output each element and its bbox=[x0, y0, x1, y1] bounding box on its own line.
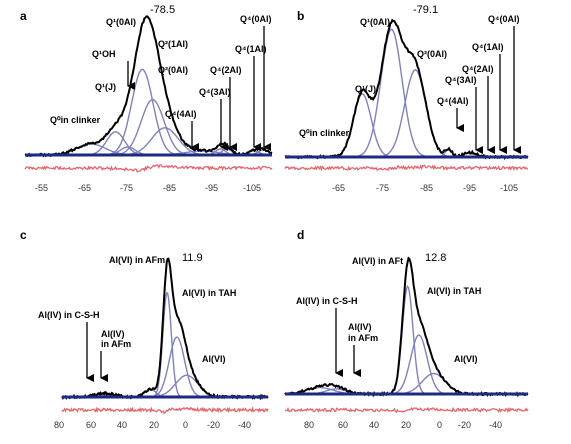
panel-b-ann-q4-0al: Q⁴(0Al) bbox=[488, 14, 519, 24]
panel-a-ann-q1oh: Q¹OH bbox=[92, 49, 116, 59]
panel-d-ann-alvi: Al(VI) bbox=[454, 354, 478, 364]
panel-c-peak-value: 11.9 bbox=[182, 252, 203, 264]
panel-b-ann-q0: Q⁰in clinker bbox=[299, 128, 350, 138]
panel-c-tick-5: 0 bbox=[183, 420, 188, 430]
panel-d-tick-6: -20 bbox=[458, 420, 471, 430]
panel-a-label: a bbox=[20, 9, 27, 23]
panel-a-sum-spectrum bbox=[24, 15, 273, 158]
panel-c: c 80 60 40 20 0 -20 -40 11.9 Al(VI) in A… bbox=[20, 228, 269, 430]
panel-a-ann-q1-0al: Q¹(0Al) bbox=[106, 17, 136, 27]
panel-b-peak-value: -79.1 bbox=[413, 4, 438, 16]
panel-d-ann-aliv-afm-2: in AFm bbox=[348, 333, 378, 343]
panel-c-ann-aliv-csh: Al(IV) in C-S-H bbox=[38, 310, 100, 320]
panel-b-label: b bbox=[297, 9, 304, 23]
panel-d-tick-7: -40 bbox=[489, 420, 502, 430]
panel-b-ann-q1j: Q¹(J) bbox=[355, 84, 376, 94]
panel-b-tick-2: -75 bbox=[376, 183, 389, 193]
panel-a-ann-q0: Q⁰in clinker bbox=[50, 115, 101, 125]
panel-d-ann-tah: Al(VI) in TAH bbox=[427, 286, 481, 296]
panel-a-ann-q4-0al: Q⁴(0Al) bbox=[240, 14, 271, 24]
panel-a-tick-1: -55 bbox=[35, 183, 48, 193]
panel-a-peak-value: -78.5 bbox=[150, 4, 175, 16]
panel-b-x-axis: -65 -75 -85 -95 -105 bbox=[332, 183, 518, 193]
panel-d-peak-value: 12.8 bbox=[425, 252, 446, 264]
panel-b-ann-q1-0al: Q¹(0Al) bbox=[360, 17, 390, 27]
panel-b-tick-5: -105 bbox=[500, 183, 518, 193]
panel-a: a -55 -65 -75 -85 -95 -105 -78.5 Q¹(0Al)… bbox=[20, 4, 273, 193]
panel-a-ann-q4-3al: Q⁴(3Al) bbox=[199, 87, 230, 97]
panel-a-components bbox=[25, 68, 273, 156]
panel-c-x-axis: 80 60 40 20 0 -20 -40 bbox=[54, 420, 251, 430]
panel-d: d 80 60 40 20 0 -20 -40 12.8 Al(VI) in A… bbox=[284, 228, 529, 430]
panel-a-residual bbox=[24, 163, 273, 173]
panel-b-residual bbox=[284, 164, 528, 172]
panel-b-ann-q2-0al: Q²(0Al) bbox=[417, 49, 447, 59]
panel-b-tick-3: -85 bbox=[420, 183, 433, 193]
panel-d-ann-aliv-csh: Al(IV) in C-S-H bbox=[296, 296, 358, 306]
panel-a-tick-6: -105 bbox=[243, 183, 261, 193]
panel-a-ann-q4-4al: Q⁴(4Al) bbox=[165, 109, 196, 119]
panel-c-tick-7: -40 bbox=[238, 420, 251, 430]
panel-a-tick-4: -85 bbox=[163, 183, 176, 193]
panel-c-ann-aliv-afm-2: in AFm bbox=[101, 339, 131, 349]
panel-c-tick-2: 60 bbox=[86, 420, 96, 430]
panel-b-component-1 bbox=[285, 93, 528, 158]
panel-d-label: d bbox=[297, 228, 304, 242]
panel-b: b -65 -75 -85 -95 -105 -79.1 Q¹(0Al) Q²(… bbox=[284, 4, 529, 193]
panel-a-ann-q2-0al: Q²(0Al) bbox=[158, 65, 188, 75]
panel-a-ann-q1j: Q¹(J) bbox=[95, 82, 116, 92]
panel-c-ann-aliv-afm: Al(IV) bbox=[101, 329, 125, 339]
panel-b-ann-q4-2al: Q⁴(2Al) bbox=[462, 64, 493, 74]
panel-c-tick-3: 40 bbox=[117, 420, 127, 430]
panel-a-component-5 bbox=[25, 98, 272, 156]
panel-d-tick-1: 80 bbox=[304, 420, 314, 430]
panel-d-ann-aliv-afm: Al(IV) bbox=[348, 322, 372, 332]
panel-a-ann-q2-1al: Q²(1Al) bbox=[158, 39, 188, 49]
panel-b-tick-1: -65 bbox=[332, 183, 345, 193]
panel-d-tick-4: 20 bbox=[401, 420, 411, 430]
panel-c-label: c bbox=[20, 228, 27, 242]
panel-c-tick-4: 20 bbox=[149, 420, 159, 430]
panel-d-tick-3: 40 bbox=[369, 420, 379, 430]
panel-b-ann-q4-3al: Q⁴(3Al) bbox=[445, 75, 476, 85]
panel-c-ann-alvi: Al(VI) bbox=[202, 354, 226, 364]
panel-b-tick-4: -95 bbox=[463, 183, 476, 193]
panel-b-ann-q4-1al: Q⁴(1Al) bbox=[472, 42, 503, 52]
panel-d-residual bbox=[284, 406, 529, 414]
panel-d-ann-aft: Al(VI) in AFt bbox=[352, 256, 403, 266]
panel-c-tick-1: 80 bbox=[54, 420, 64, 430]
panel-a-tick-3: -75 bbox=[120, 183, 133, 193]
panel-a-tick-2: -65 bbox=[78, 183, 91, 193]
panel-a-ann-q4-1al: Q⁴(1Al) bbox=[235, 44, 266, 54]
panel-a-tick-5: -95 bbox=[205, 183, 218, 193]
panel-b-ann-q4-4al: Q⁴(4Al) bbox=[437, 96, 468, 106]
panel-a-x-axis: -55 -65 -75 -85 -95 -105 bbox=[35, 183, 261, 193]
panel-c-component-1 bbox=[62, 291, 268, 398]
panel-d-tick-5: 0 bbox=[437, 420, 442, 430]
panel-c-tick-6: -20 bbox=[207, 420, 220, 430]
panel-c-component-2 bbox=[62, 336, 268, 398]
panel-c-residual bbox=[61, 406, 269, 415]
panel-c-components bbox=[62, 291, 268, 398]
panel-a-ann-q4-2al: Q⁴(2Al) bbox=[210, 65, 241, 75]
panel-d-x-axis: 80 60 40 20 0 -20 -40 bbox=[304, 420, 502, 430]
panel-c-ann-tah: Al(VI) in TAH bbox=[182, 288, 236, 298]
panel-c-ann-afm: Al(VI) in AFm bbox=[109, 255, 165, 265]
panel-d-tick-2: 60 bbox=[338, 420, 348, 430]
